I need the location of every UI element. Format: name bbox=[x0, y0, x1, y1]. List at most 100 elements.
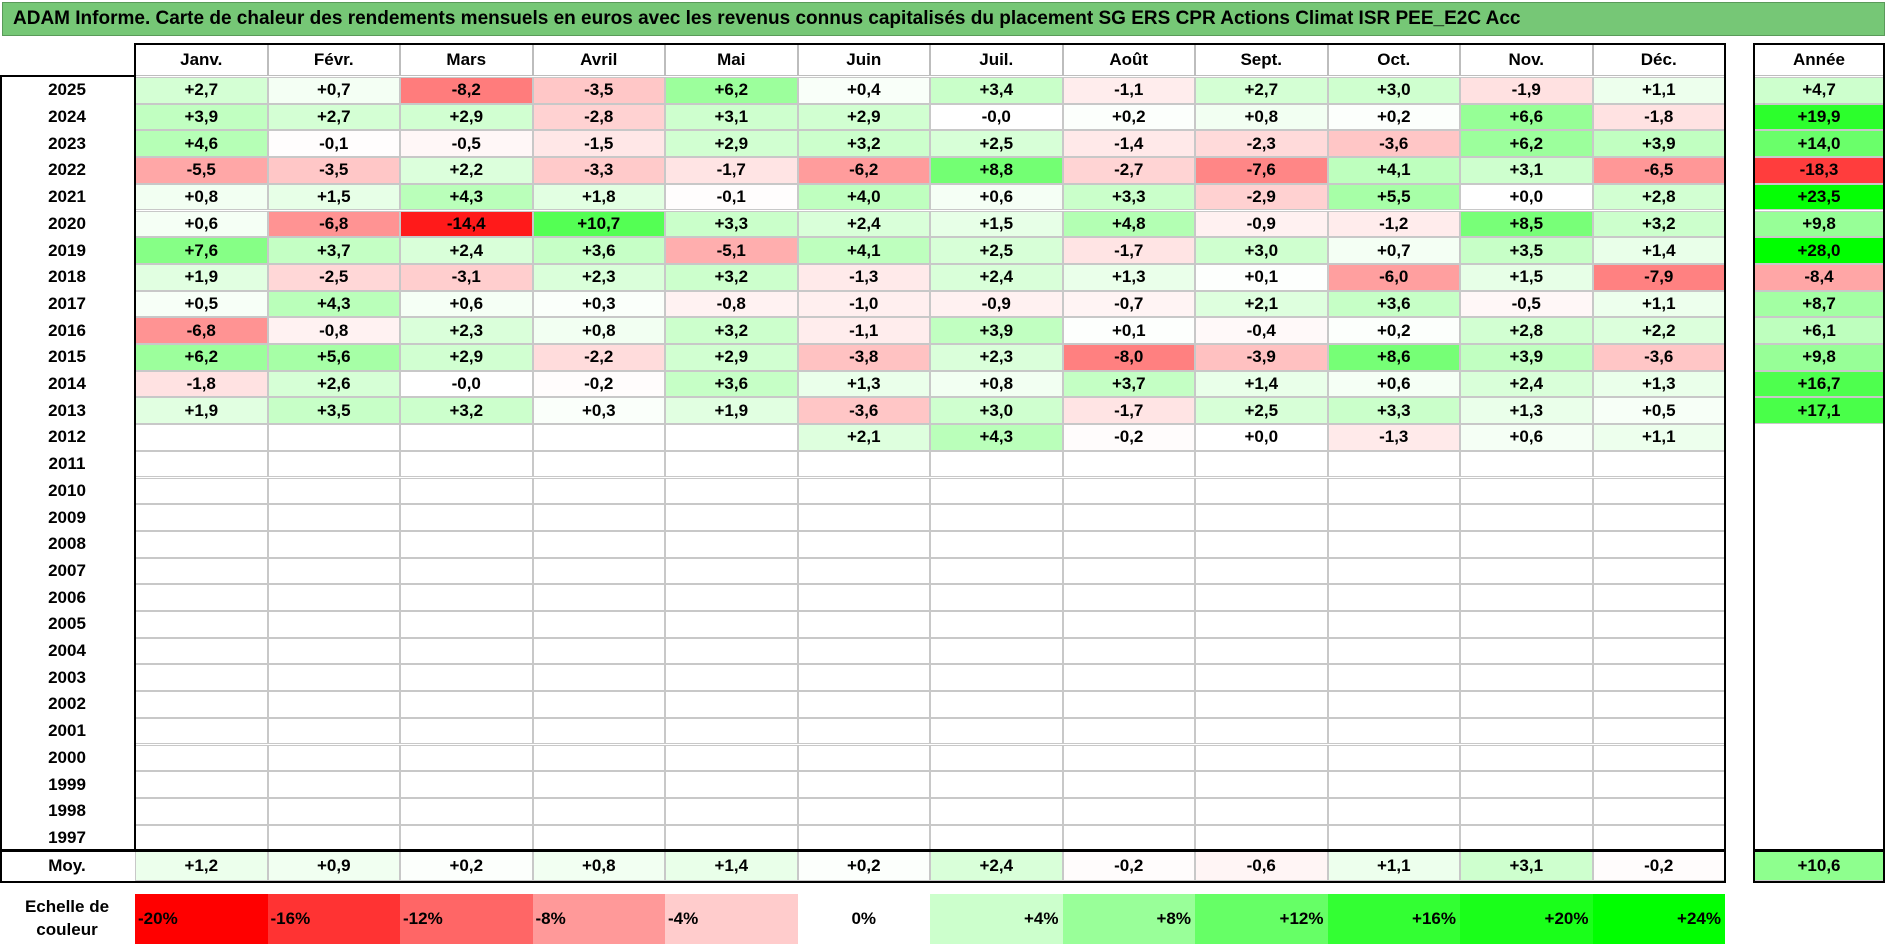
heatmap-cell bbox=[1195, 797, 1328, 825]
heatmap-cell: +0,5 bbox=[135, 290, 268, 318]
heatmap-cell bbox=[1195, 530, 1328, 558]
heatmap-cell bbox=[1460, 664, 1593, 692]
heatmap-cell bbox=[400, 424, 533, 451]
heatmap-cell bbox=[930, 824, 1063, 852]
heatmap-cell: -2,5 bbox=[267, 263, 400, 291]
heatmap-cell bbox=[1062, 824, 1195, 852]
heatmap-cell: -7,9 bbox=[1592, 263, 1725, 291]
heatmap-cell: +3,4 bbox=[930, 77, 1063, 104]
heatmap-cell bbox=[135, 717, 268, 745]
heatmap-cell: -1,8 bbox=[1592, 103, 1725, 131]
heatmap-cell: -7,6 bbox=[1195, 157, 1328, 184]
heatmap-cell bbox=[797, 611, 930, 638]
heatmap-cell: +8,5 bbox=[1460, 210, 1593, 238]
heatmap-cell: +1,4 bbox=[1195, 370, 1328, 398]
heatmap-cell: -3,6 bbox=[1327, 130, 1460, 158]
year-label: 2020 bbox=[48, 213, 86, 233]
heatmap-cell bbox=[1592, 771, 1725, 798]
heatmap-cell bbox=[665, 584, 798, 611]
heatmap-cell: +6,6 bbox=[1460, 103, 1593, 131]
heatmap-cell bbox=[665, 504, 798, 531]
heatmap-cell bbox=[1592, 584, 1725, 611]
heatmap-cell bbox=[1327, 504, 1460, 531]
heatmap-cell: +3,2 bbox=[400, 397, 533, 425]
heatmap-cell bbox=[1592, 611, 1725, 638]
annual-cell bbox=[1754, 530, 1884, 558]
year-label: 2024 bbox=[48, 107, 86, 127]
heatmap-cell bbox=[1195, 691, 1328, 718]
heatmap-cell bbox=[1460, 450, 1593, 478]
year-label: 2016 bbox=[48, 320, 86, 340]
color-scale-swatch: -20% bbox=[135, 894, 268, 944]
heatmap-cell bbox=[1592, 797, 1725, 825]
heatmap-cell bbox=[267, 530, 400, 558]
heatmap-cell bbox=[665, 824, 798, 852]
year-label: 2018 bbox=[48, 267, 86, 287]
heatmap-cell bbox=[400, 557, 533, 585]
heatmap-cell: +7,6 bbox=[135, 237, 268, 264]
heatmap-cell bbox=[930, 530, 1063, 558]
heatmap-cell bbox=[1062, 717, 1195, 745]
heatmap-cell bbox=[400, 824, 533, 852]
heatmap-cell: -3,6 bbox=[1592, 344, 1725, 371]
heatmap-cell: -0,8 bbox=[267, 317, 400, 344]
color-scale-swatch: +8% bbox=[1062, 894, 1195, 944]
annual-cell: +14,0 bbox=[1754, 130, 1884, 158]
heatmap-cell: +8,6 bbox=[1327, 344, 1460, 371]
heatmap-cell: +3,9 bbox=[1592, 130, 1725, 158]
year-label: 2012 bbox=[48, 427, 86, 447]
heatmap-cell bbox=[797, 637, 930, 665]
heatmap-cell: +1,9 bbox=[135, 263, 268, 291]
heatmap-cell bbox=[400, 584, 533, 611]
annual-cell bbox=[1754, 477, 1884, 505]
heatmap-cell bbox=[665, 424, 798, 451]
heatmap-cell bbox=[1327, 691, 1460, 718]
annual-cell: +9,8 bbox=[1754, 344, 1884, 371]
heatmap-cell: -1,5 bbox=[532, 130, 665, 158]
annual-cell bbox=[1754, 450, 1884, 478]
heatmap-cell bbox=[797, 584, 930, 611]
heatmap-cell: +2,1 bbox=[1195, 290, 1328, 318]
heatmap-cell bbox=[1062, 664, 1195, 692]
year-label: 1999 bbox=[48, 774, 86, 794]
heatmap-cell: -2,2 bbox=[532, 344, 665, 371]
heatmap-cell bbox=[1460, 477, 1593, 505]
heatmap-cell bbox=[1195, 717, 1328, 745]
year-label: 2015 bbox=[48, 347, 86, 367]
heatmap-cell bbox=[1195, 557, 1328, 585]
heatmap-cell bbox=[797, 504, 930, 531]
heatmap-cell: +2,7 bbox=[135, 77, 268, 104]
heatmap-cell bbox=[1592, 477, 1725, 505]
heatmap-cell bbox=[135, 611, 268, 638]
heatmap-cell: -14,4 bbox=[400, 210, 533, 238]
heatmap-cell: -6,2 bbox=[797, 157, 930, 184]
year-label: 2014 bbox=[48, 374, 86, 394]
heatmap-cell bbox=[135, 450, 268, 478]
color-scale-swatch: -12% bbox=[400, 894, 533, 944]
heatmap-cell: +1,8 bbox=[532, 183, 665, 211]
heatmap-cell bbox=[1460, 557, 1593, 585]
heatmap-cell: +3,6 bbox=[1327, 290, 1460, 318]
heatmap-cell: +2,3 bbox=[400, 317, 533, 344]
month-header: Févr. bbox=[267, 44, 400, 76]
heatmap-cell bbox=[1460, 717, 1593, 745]
color-scale-swatch: +4% bbox=[930, 894, 1063, 944]
heatmap-cell bbox=[532, 637, 665, 665]
heatmap-cell: +1,3 bbox=[797, 370, 930, 398]
heatmap-cell bbox=[930, 744, 1063, 772]
heatmap-cell bbox=[1327, 771, 1460, 798]
year-label: 2013 bbox=[48, 400, 86, 420]
heatmap-cell: +3,2 bbox=[1592, 210, 1725, 238]
heatmap-cell: +1,1 bbox=[1592, 424, 1725, 451]
heatmap-cell bbox=[1327, 584, 1460, 611]
heatmap-cell bbox=[1062, 557, 1195, 585]
heatmap-cell bbox=[1460, 744, 1593, 772]
heatmap-cell: -0,9 bbox=[930, 290, 1063, 318]
year-label: 2001 bbox=[48, 721, 86, 741]
heatmap-cell: -3,5 bbox=[532, 77, 665, 104]
annual-cell: +28,0 bbox=[1754, 237, 1884, 264]
annual-cell: +16,7 bbox=[1754, 370, 1884, 398]
heatmap-cell bbox=[1460, 504, 1593, 531]
year-label: 2005 bbox=[48, 614, 86, 634]
average-cell: +0,9 bbox=[267, 851, 400, 881]
